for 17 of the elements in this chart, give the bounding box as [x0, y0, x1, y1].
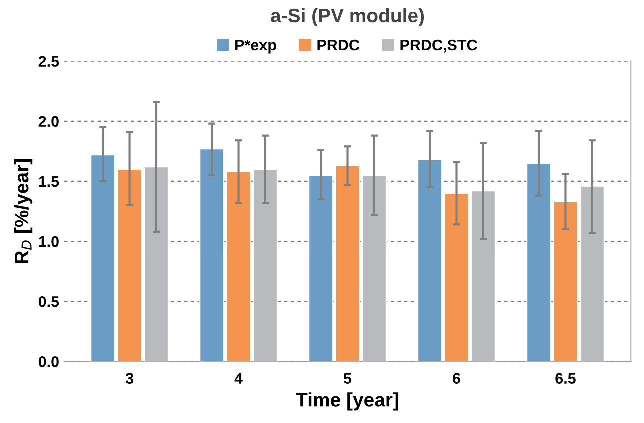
- y-tick-label: 0.5: [38, 296, 60, 308]
- x-tick-label: 4: [234, 373, 243, 384]
- chart-title: a-Si (PV module): [271, 8, 424, 26]
- x-tick-label: 3: [126, 373, 134, 384]
- y-tick-label: 2.0: [38, 116, 59, 128]
- y-tick-label: 0.0: [38, 356, 59, 368]
- legend-label: PRDC: [318, 40, 360, 51]
- x-tick-label: 6.5: [556, 373, 576, 384]
- y-tick-label: 1.5: [39, 176, 60, 188]
- y-tick-label: 1.0: [39, 236, 59, 248]
- x-axis-title: Time [year]: [296, 392, 398, 411]
- x-tick-label: 5: [344, 373, 352, 384]
- y-axis-title: R$_{D}$ [%/year]: [14, 159, 33, 264]
- legend-label: PRDC,STC: [400, 40, 478, 53]
- x-tick-label: 6: [453, 373, 460, 384]
- y-tick-label: 2.5: [38, 56, 60, 68]
- legend-label: P*exp: [236, 40, 276, 54]
